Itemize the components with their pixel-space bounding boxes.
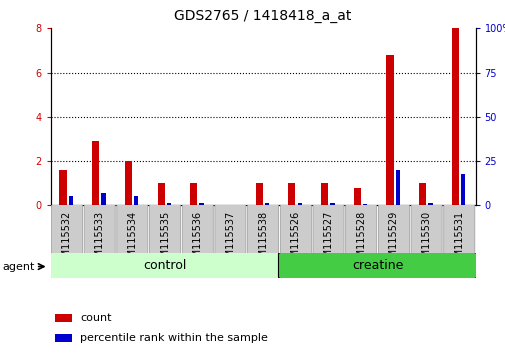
Bar	[418, 183, 425, 205]
Text: GSM115534: GSM115534	[127, 211, 137, 270]
FancyBboxPatch shape	[49, 252, 280, 279]
Bar	[353, 188, 360, 205]
Bar	[428, 202, 432, 205]
Text: percentile rank within the sample: percentile rank within the sample	[80, 333, 268, 343]
FancyBboxPatch shape	[280, 204, 311, 255]
Bar	[288, 183, 295, 205]
FancyBboxPatch shape	[182, 204, 213, 255]
Bar	[55, 314, 72, 322]
Bar	[199, 202, 204, 205]
Text: count: count	[80, 313, 112, 323]
Bar	[264, 202, 269, 205]
FancyBboxPatch shape	[215, 204, 245, 255]
FancyBboxPatch shape	[345, 204, 376, 255]
Bar	[134, 196, 138, 205]
Bar	[69, 196, 73, 205]
Text: GSM115535: GSM115535	[160, 211, 170, 270]
Text: creatine: creatine	[351, 258, 402, 272]
FancyBboxPatch shape	[247, 204, 278, 255]
Bar	[190, 183, 197, 205]
FancyBboxPatch shape	[410, 204, 441, 255]
Bar	[330, 202, 334, 205]
Text: GSM115528: GSM115528	[356, 211, 366, 270]
Text: GSM115537: GSM115537	[225, 211, 235, 270]
Bar	[297, 202, 301, 205]
FancyBboxPatch shape	[443, 204, 474, 255]
Bar	[125, 161, 132, 205]
FancyBboxPatch shape	[278, 252, 476, 279]
Text: GSM115531: GSM115531	[453, 211, 464, 270]
Bar	[55, 334, 72, 342]
Bar	[92, 141, 99, 205]
Bar	[460, 175, 465, 205]
Bar	[395, 170, 399, 205]
Bar	[451, 28, 458, 205]
Bar	[59, 170, 67, 205]
FancyBboxPatch shape	[313, 204, 343, 255]
FancyBboxPatch shape	[52, 204, 82, 255]
Bar	[157, 183, 165, 205]
Bar	[386, 55, 393, 205]
Text: GSM115529: GSM115529	[388, 211, 398, 270]
Text: GDS2765 / 1418418_a_at: GDS2765 / 1418418_a_at	[174, 9, 351, 23]
FancyBboxPatch shape	[378, 204, 409, 255]
Bar	[101, 193, 106, 205]
Bar	[167, 202, 171, 205]
Text: GSM115533: GSM115533	[94, 211, 105, 270]
Text: GSM115527: GSM115527	[323, 211, 333, 270]
Text: GSM115530: GSM115530	[421, 211, 431, 270]
Text: GSM115532: GSM115532	[62, 211, 72, 270]
Bar	[320, 183, 328, 205]
FancyBboxPatch shape	[117, 204, 147, 255]
Text: control: control	[143, 258, 186, 272]
FancyBboxPatch shape	[149, 204, 180, 255]
Bar	[255, 183, 262, 205]
Text: agent: agent	[3, 262, 35, 272]
FancyBboxPatch shape	[84, 204, 115, 255]
Text: GSM115536: GSM115536	[192, 211, 203, 270]
Text: GSM115538: GSM115538	[258, 211, 268, 270]
Text: GSM115526: GSM115526	[290, 211, 300, 270]
